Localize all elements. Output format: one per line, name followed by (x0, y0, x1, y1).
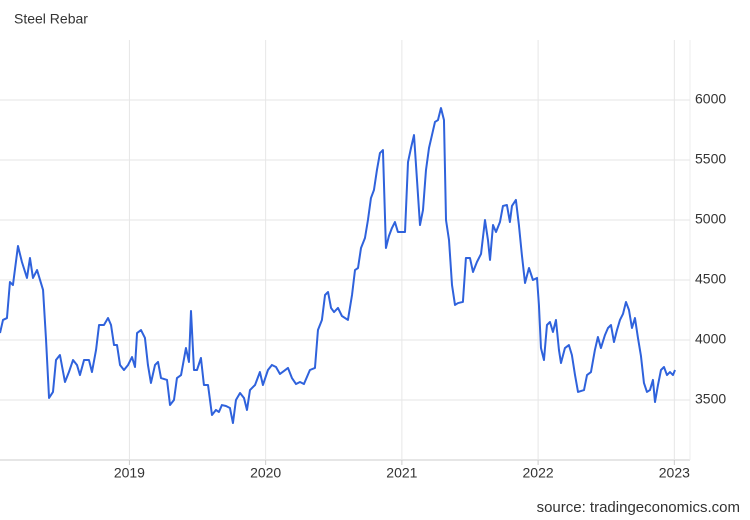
source-note: source: tradingeconomics.com (537, 499, 740, 516)
chart-title: Steel Rebar (14, 11, 88, 27)
y-tick-label: 4500 (695, 271, 726, 287)
y-tick-label: 6000 (695, 91, 726, 107)
x-tick-label: 2022 (523, 465, 554, 481)
y-tick-label: 5500 (695, 151, 726, 167)
y-tick-label: 5000 (695, 211, 726, 227)
x-tick-label: 2021 (386, 465, 417, 481)
price-line (0, 107, 676, 425)
x-tick-label: 2019 (114, 465, 145, 481)
y-tick-label: 3500 (695, 391, 726, 407)
y-tick-label: 4000 (695, 331, 726, 347)
x-tick-label: 2023 (659, 465, 690, 481)
x-tick-label: 2020 (250, 465, 281, 481)
